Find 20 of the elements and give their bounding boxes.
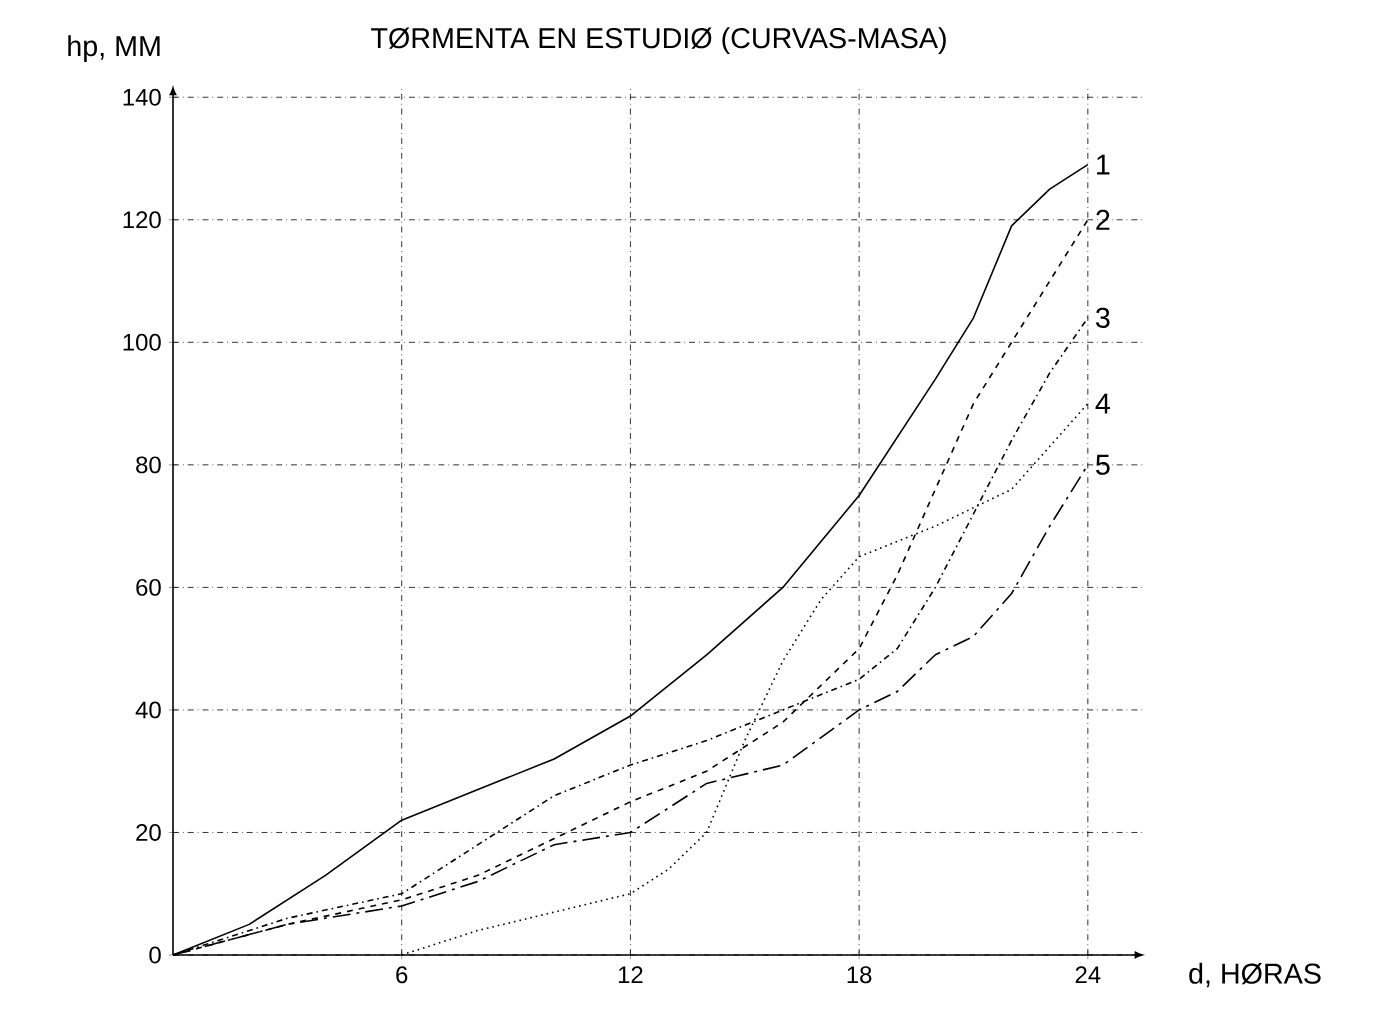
y-tick-label: 20 bbox=[136, 824, 161, 841]
x-axis-title: d, HØRAS bbox=[1189, 962, 1321, 988]
x-tick-label: 12 bbox=[618, 966, 643, 983]
series-label: 3 bbox=[1095, 307, 1110, 328]
x-tick-label: 6 bbox=[396, 966, 408, 984]
y-tick-label: 0 bbox=[149, 946, 161, 964]
y-axis-title: hp, MM bbox=[68, 35, 160, 62]
y-tick-label: 40 bbox=[135, 701, 161, 719]
x-tick-label: 18 bbox=[847, 966, 872, 984]
y-tick-label: 60 bbox=[136, 578, 161, 596]
series-label: 2 bbox=[1096, 209, 1110, 230]
y-tick-label: 140 bbox=[123, 88, 161, 106]
x-tick-label: 24 bbox=[1075, 966, 1101, 983]
series-label: 5 bbox=[1096, 454, 1110, 475]
chart-title: TØRMENTA EN ESTUDIØ (CURVAS-MASA) bbox=[371, 27, 946, 54]
y-tick-label: 100 bbox=[123, 333, 161, 351]
series-label: 1 bbox=[1097, 154, 1110, 175]
y-tick-label: 80 bbox=[136, 456, 161, 474]
y-tick-label: 120 bbox=[123, 211, 161, 229]
series-label: 4 bbox=[1095, 393, 1110, 414]
